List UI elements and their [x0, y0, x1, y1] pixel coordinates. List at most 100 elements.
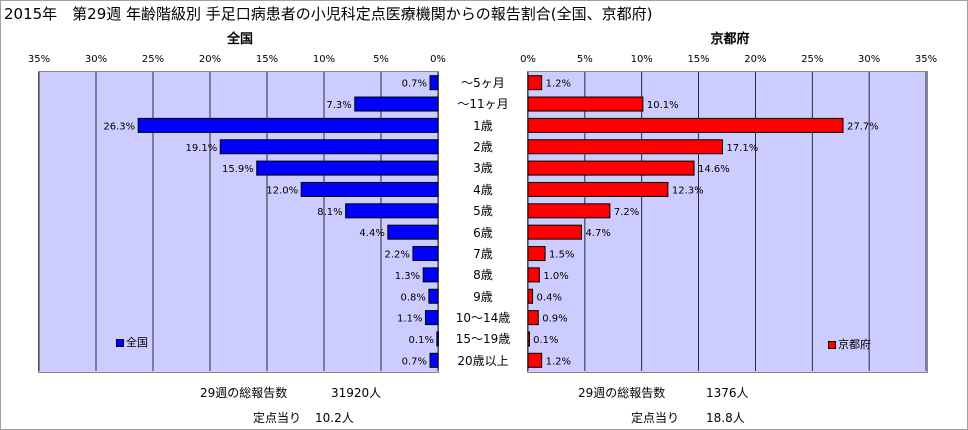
left-bar — [422, 267, 439, 283]
left-data-label: 0.8% — [400, 292, 425, 303]
left-bar — [345, 203, 439, 219]
left-axis-tick-label: 15% — [255, 54, 279, 65]
right-data-label: 1.2% — [546, 356, 571, 367]
footer-right-per-value: 18.8人 — [706, 411, 745, 425]
category-label: 7歳 — [473, 246, 493, 261]
left-bar — [429, 352, 439, 368]
right-data-label: 10.1% — [647, 100, 679, 111]
right-data-label: 12.3% — [672, 185, 704, 196]
chart-title: 2015年 第29週 年齢階級別 手足口病患者の小児科定点医療機関からの報告割合… — [4, 5, 653, 23]
left-axis-tick-label: 25% — [141, 54, 165, 65]
category-label: ～5ヶ月 — [461, 76, 505, 90]
left-data-label: 4.4% — [359, 228, 384, 239]
right-bar — [527, 224, 582, 240]
right-bar — [527, 352, 543, 368]
right-axis-tick-label: 15% — [687, 54, 710, 65]
right-data-label: 0.9% — [542, 314, 567, 325]
left-data-label: 2.2% — [385, 250, 410, 261]
category-label: ～11ヶ月 — [457, 97, 509, 112]
right-data-label: 7.2% — [614, 207, 639, 218]
right-axis-tick-label: 35% — [914, 54, 938, 65]
legend-swatch-national — [116, 339, 124, 347]
right-data-label: 1.0% — [543, 271, 568, 282]
left-data-label: 19.1% — [185, 143, 217, 154]
legend-label-kyoto: 京都府 — [838, 338, 871, 351]
right-bar — [527, 310, 539, 326]
right-bar — [527, 331, 530, 347]
footer-right-total-value: 1376人 — [706, 386, 749, 400]
right-bar — [527, 181, 669, 197]
left-data-label: 0.1% — [408, 335, 433, 346]
right-axis-tick-label: 10% — [630, 54, 653, 65]
left-axis-tick-label: 20% — [198, 54, 222, 65]
footer-right-total-label: 29週の総報告数 — [578, 386, 666, 400]
left-data-label: 1.1% — [397, 314, 422, 325]
right-axis-tick-label: 30% — [858, 54, 881, 65]
category-label: 15～19歳 — [455, 332, 511, 347]
footer-left-per-label: 定点当り — [253, 411, 302, 425]
left-data-label: 1.3% — [395, 271, 420, 282]
category-label: 5歳 — [473, 204, 493, 219]
footer-left-total-label: 29週の総報告数 — [200, 386, 288, 400]
left-panel-title: 全国 — [226, 32, 253, 47]
footer-left-total-value: 31920人 — [331, 386, 382, 400]
left-axis-tick-label: 35% — [27, 54, 51, 65]
left-bar — [436, 331, 439, 347]
right-data-label: 27.7% — [847, 121, 879, 132]
right-axis-tick-label: 20% — [744, 54, 767, 65]
right-bar — [527, 75, 543, 91]
category-label: 8歳 — [473, 268, 493, 283]
left-legend: 全国 — [116, 334, 148, 350]
right-data-label: 17.1% — [726, 143, 758, 154]
right-data-label: 0.4% — [537, 292, 562, 303]
category-label: 3歳 — [473, 161, 493, 176]
legend-label-national: 全国 — [126, 336, 148, 349]
left-data-label: 7.3% — [326, 100, 351, 111]
footer-right-per-label: 定点当り — [631, 411, 680, 425]
left-axis-tick-label: 30% — [84, 54, 108, 65]
category-label: 1歳 — [473, 118, 493, 133]
right-bar — [527, 117, 844, 133]
right-data-label: 14.6% — [698, 164, 730, 175]
right-bar — [527, 267, 540, 283]
right-data-label: 1.5% — [549, 250, 574, 261]
category-label: 9歳 — [473, 289, 493, 304]
right-legend: 京都府 — [828, 336, 871, 352]
left-data-label: 15.9% — [222, 164, 254, 175]
right-bar — [527, 246, 546, 262]
left-axis-tick-label: 5% — [373, 54, 389, 65]
left-bar — [429, 75, 439, 91]
left-bar — [219, 139, 439, 155]
left-axis-tick-label: 0% — [430, 54, 446, 65]
left-data-label: 0.7% — [402, 356, 427, 367]
left-bar — [412, 246, 439, 262]
left-data-label: 26.3% — [103, 121, 135, 132]
left-axis-tick-label: 10% — [312, 54, 336, 65]
category-label: 10～14歳 — [455, 310, 511, 325]
right-bar — [527, 139, 723, 155]
left-bar — [137, 117, 439, 133]
legend-swatch-kyoto — [828, 341, 836, 349]
left-data-label: 0.7% — [402, 79, 427, 90]
footer-left-per-value: 10.2人 — [315, 411, 354, 425]
left-data-label: 12.0% — [266, 185, 298, 196]
right-data-label: 0.1% — [533, 335, 558, 346]
category-label: 4歳 — [473, 182, 493, 197]
left-bar — [387, 224, 439, 240]
category-label: 20歳以上 — [457, 353, 509, 368]
right-bar — [527, 160, 695, 176]
right-bar — [527, 96, 644, 112]
category-label: 6歳 — [473, 225, 493, 240]
left-bar — [354, 96, 439, 112]
right-axis-tick-label: 25% — [801, 54, 824, 65]
left-bar — [300, 181, 439, 197]
right-data-label: 1.2% — [546, 79, 571, 90]
left-bar — [428, 288, 439, 304]
category-label: 2歳 — [473, 140, 493, 155]
left-bar — [424, 310, 439, 326]
right-bar — [527, 203, 611, 219]
right-bar — [527, 288, 534, 304]
right-panel-title: 京都府 — [710, 32, 750, 47]
left-bar — [256, 160, 439, 176]
